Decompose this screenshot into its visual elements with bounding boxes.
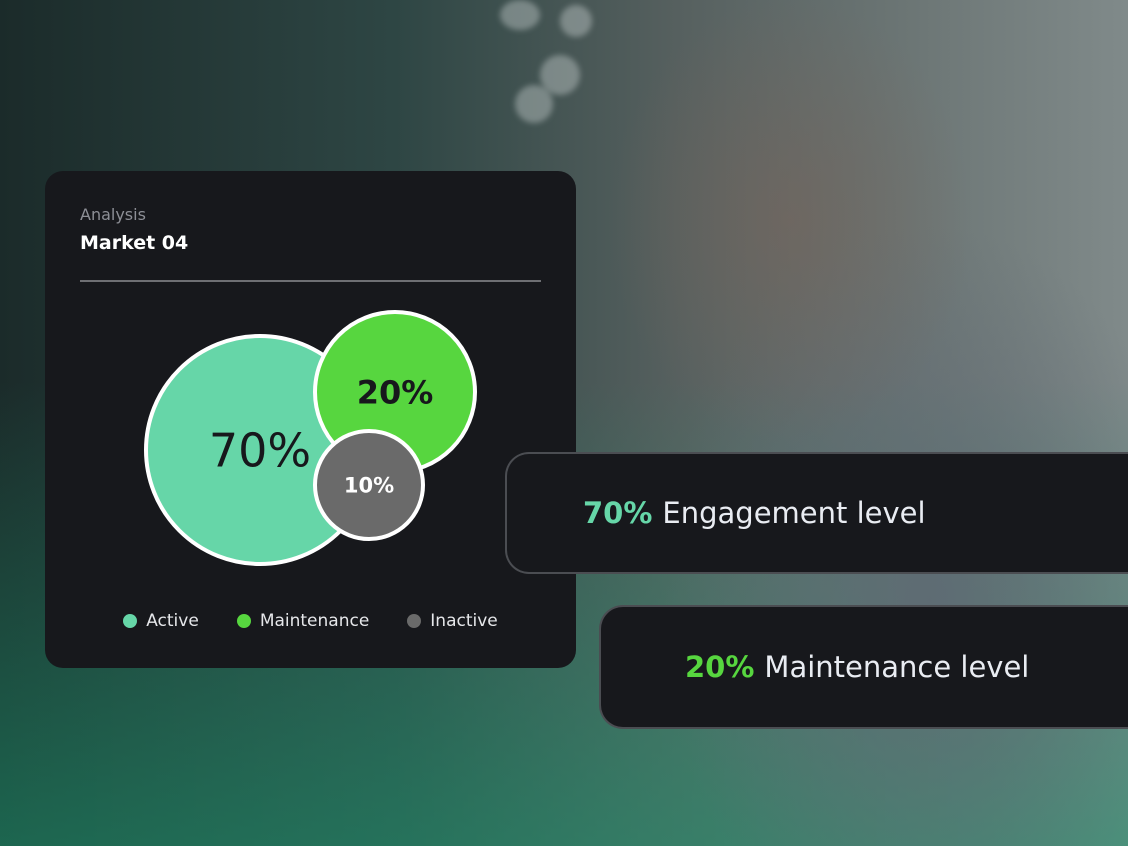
legend-label: Inactive <box>430 611 498 631</box>
background-bokeh <box>500 0 540 30</box>
analysis-card: Analysis Market 04 70% 20% 10% Active Main… <box>45 171 576 668</box>
background-bokeh <box>515 85 553 123</box>
legend-label: Maintenance <box>259 611 370 631</box>
legend-dot-inactive <box>407 614 422 628</box>
bubble-label-active: 70% <box>209 424 311 478</box>
background-bokeh <box>540 55 580 95</box>
divider <box>80 280 541 282</box>
legend-item-inactive: Inactive <box>407 611 498 631</box>
callout-value: 70% <box>583 496 653 530</box>
bubble-label-inactive: 10% <box>344 474 394 498</box>
bubble-label-maintenance: 20% <box>357 374 434 412</box>
bubble-chart: 70% 20% 10% <box>144 310 477 566</box>
callout-text: Engagement level <box>662 496 926 530</box>
legend-item-active: Active <box>123 611 199 631</box>
legend-dot-maintenance <box>236 614 251 628</box>
bubble-inactive <box>313 429 425 541</box>
background-bokeh <box>560 5 592 37</box>
engagement-callout: 70% Engagement level <box>505 452 1128 574</box>
callout-value: 20% <box>685 650 755 684</box>
legend-label: Active <box>146 611 199 631</box>
maintenance-callout: 20% Maintenance level <box>599 605 1128 729</box>
legend-item-maintenance: Maintenance <box>236 611 370 631</box>
chart-legend: Active Maintenance Inactive <box>45 611 576 631</box>
card-subtitle: Analysis <box>80 205 146 224</box>
card-title: Market 04 <box>80 232 189 254</box>
callout-text: Maintenance level <box>764 650 1030 684</box>
legend-dot-active <box>123 614 138 628</box>
